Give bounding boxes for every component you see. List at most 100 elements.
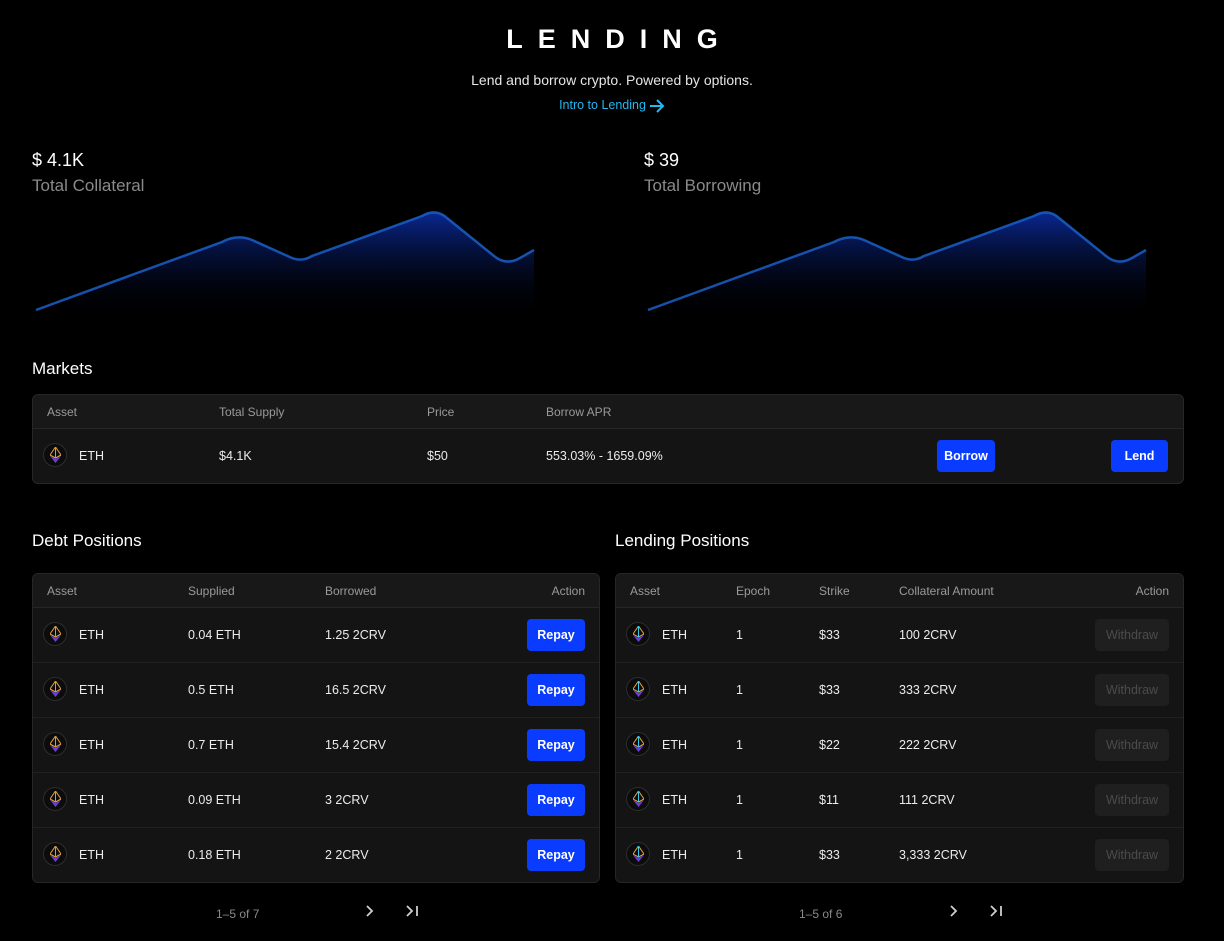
debt-table-header: Asset Supplied Borrowed Action <box>33 574 599 608</box>
lending-table-header: Asset Epoch Strike Collateral Amount Act… <box>616 574 1183 608</box>
lending-positions-table: Asset Epoch Strike Collateral Amount Act… <box>615 573 1184 883</box>
last-page-icon <box>990 905 1002 917</box>
chevron-right-icon <box>950 905 958 917</box>
intro-to-lending-link[interactable]: Intro to Lending <box>0 98 1224 113</box>
col-collateral-amount: Collateral Amount <box>899 584 994 598</box>
col-asset: Asset <box>630 584 661 598</box>
col-total-supply: Total Supply <box>219 405 285 419</box>
collateral-area <box>36 212 534 320</box>
markets-table: Asset Total Supply Price Borrow APR ETH … <box>32 394 1184 484</box>
table-row: ETH 1 $33 100 2CRV Withdraw <box>616 608 1183 663</box>
supplied-amount: 0.09 ETH <box>188 793 241 807</box>
debt-last-page-button[interactable] <box>405 904 421 921</box>
supplied-amount: 0.5 ETH <box>188 683 234 697</box>
supplied-amount: 0.7 ETH <box>188 738 234 752</box>
col-price: Price <box>427 405 455 419</box>
borrowing-area <box>648 212 1146 320</box>
eth-icon <box>626 732 650 756</box>
table-row: ETH 0.04 ETH 1.25 2CRV Repay <box>33 608 599 663</box>
table-row: ETH 1 $33 3,333 2CRV Withdraw <box>616 828 1183 882</box>
col-asset: Asset <box>47 584 78 598</box>
eth-icon <box>626 677 650 701</box>
debt-positions-table: Asset Supplied Borrowed Action ETH 0.04 E… <box>32 573 600 883</box>
strike: $22 <box>819 738 840 752</box>
borrow-apr: 553.03% - 1659.09% <box>546 449 663 463</box>
price: $50 <box>427 449 448 463</box>
total-supply: $4.1K <box>219 449 252 463</box>
strike: $33 <box>819 628 840 642</box>
collateral-amount: 222 2CRV <box>899 738 957 752</box>
eth-icon <box>43 732 67 756</box>
collateral-area-chart <box>35 211 535 320</box>
lending-pager-range: 1–5 of 6 <box>799 907 843 921</box>
col-borrow-apr: Borrow APR <box>546 405 612 419</box>
asset-name: ETH <box>662 793 687 807</box>
asset-name: ETH <box>79 848 104 862</box>
lend-button[interactable]: Lend <box>1111 440 1168 472</box>
withdraw-button[interactable]: Withdraw <box>1095 674 1169 706</box>
asset-name: ETH <box>79 683 104 697</box>
withdraw-button[interactable]: Withdraw <box>1095 784 1169 816</box>
col-borrowed: Borrowed <box>325 584 377 598</box>
col-asset: Asset <box>47 405 78 419</box>
epoch: 1 <box>736 628 743 642</box>
epoch: 1 <box>736 738 743 752</box>
asset-name: ETH <box>662 683 687 697</box>
col-epoch: Epoch <box>736 584 771 598</box>
borrowed-amount: 15.4 2CRV <box>325 738 386 752</box>
asset-name: ETH <box>662 628 687 642</box>
table-row: ETH 0.5 ETH 16.5 2CRV Repay <box>33 663 599 718</box>
col-supplied: Supplied <box>188 584 235 598</box>
col-action: Action <box>551 584 585 598</box>
epoch: 1 <box>736 793 743 807</box>
withdraw-button[interactable]: Withdraw <box>1095 729 1169 761</box>
borrowed-amount: 1.25 2CRV <box>325 628 386 642</box>
collateral-amount: 3,333 2CRV <box>899 848 967 862</box>
lending-next-page-button[interactable] <box>949 904 959 921</box>
debt-pager-range: 1–5 of 7 <box>216 907 260 921</box>
collateral-amount: 111 2CRV <box>899 793 955 807</box>
supplied-amount: 0.04 ETH <box>188 628 241 642</box>
supplied-amount: 0.18 ETH <box>188 848 241 862</box>
page-subtitle: Lend and borrow crypto. Powered by optio… <box>471 72 753 88</box>
lending-positions-title: Lending Positions <box>615 531 750 550</box>
eth-icon <box>626 842 650 866</box>
table-row: ETH 1 $11 111 2CRV Withdraw <box>616 773 1183 828</box>
collateral-amount: 100 2CRV <box>899 628 957 642</box>
repay-button[interactable]: Repay <box>527 619 585 651</box>
strike: $33 <box>819 848 840 862</box>
col-action: Action <box>1135 584 1169 598</box>
borrow-button[interactable]: Borrow <box>937 440 995 472</box>
repay-button[interactable]: Repay <box>527 674 585 706</box>
total-collateral-value: $ 4.1K <box>32 150 85 170</box>
collateral-line <box>35 211 535 312</box>
repay-button[interactable]: Repay <box>527 784 585 816</box>
total-borrowing-label: Total Borrowing <box>644 176 762 195</box>
withdraw-button[interactable]: Withdraw <box>1095 619 1169 651</box>
lending-last-page-button[interactable] <box>989 904 1005 921</box>
col-strike: Strike <box>819 584 850 598</box>
asset-name: ETH <box>79 793 104 807</box>
debt-positions-title: Debt Positions <box>32 531 142 550</box>
asset-name: ETH <box>79 449 104 463</box>
borrowed-amount: 16.5 2CRV <box>325 683 386 697</box>
asset-name: ETH <box>662 738 687 752</box>
eth-icon <box>43 622 67 646</box>
arrow-right-icon <box>649 98 665 113</box>
epoch: 1 <box>736 848 743 862</box>
total-borrowing-value: $ 39 <box>644 150 680 170</box>
table-row: ETH 1 $22 222 2CRV Withdraw <box>616 718 1183 773</box>
repay-button[interactable]: Repay <box>527 839 585 871</box>
asset-name: ETH <box>662 848 687 862</box>
eth-icon <box>626 622 650 646</box>
withdraw-button[interactable]: Withdraw <box>1095 839 1169 871</box>
repay-button[interactable]: Repay <box>527 729 585 761</box>
debt-next-page-button[interactable] <box>365 904 375 921</box>
eth-icon <box>626 787 650 811</box>
chevron-right-icon <box>366 905 374 917</box>
table-row: ETH 0.7 ETH 15.4 2CRV Repay <box>33 718 599 773</box>
table-row: ETH 0.18 ETH 2 2CRV Repay <box>33 828 599 882</box>
strike: $11 <box>819 793 839 807</box>
eth-icon <box>43 443 67 467</box>
asset-name: ETH <box>79 628 104 642</box>
